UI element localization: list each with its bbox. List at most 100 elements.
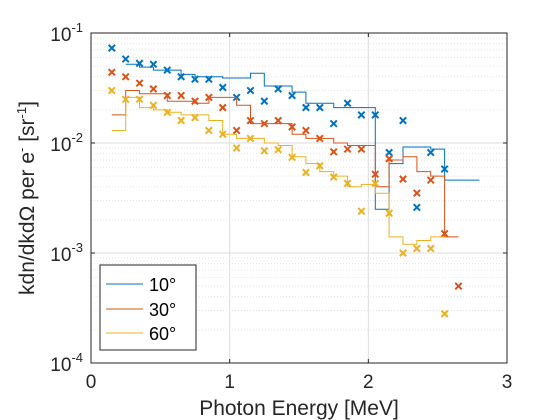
data-point-marker [329,173,338,181]
data-point-marker [357,145,366,154]
data-point-marker [218,103,227,112]
data-point-marker [412,189,421,198]
data-point-marker [440,309,449,318]
y-tick-label: 10-4 [50,350,83,376]
data-point-marker [440,229,449,238]
data-point-marker [163,108,172,117]
x-tick-label: 0 [86,372,97,393]
data-point-marker [371,111,380,119]
data-point-marker [121,55,130,63]
legend-label: 60° [149,324,176,344]
legend-label: 10° [149,275,176,295]
series [107,44,480,212]
legend-item: 10° [106,275,176,295]
data-point-marker [218,130,227,139]
data-point-marker [385,154,394,163]
y-tick-label: 10-3 [50,240,83,266]
data-point-marker [149,101,158,110]
data-point-marker [385,209,394,218]
data-point-marker [135,59,144,68]
data-point-marker [204,75,213,84]
y-axis-label: kdn/dkdΩ per e- [sr-1] [14,101,39,295]
data-point-marker [121,95,130,104]
data-point-marker [440,165,449,173]
data-point-marker [288,123,296,131]
data-point-marker [204,126,213,135]
data-point-marker [329,119,338,128]
data-point-marker [315,161,324,170]
data-point-marker [274,85,283,93]
legend-label: 30° [149,300,176,320]
data-point-marker [260,119,269,128]
data-point-marker [454,282,463,291]
data-point-marker [343,99,352,108]
data-point-marker [163,91,172,100]
data-point-marker [107,68,116,77]
data-point-marker [232,126,241,135]
data-point-marker [149,60,158,69]
data-point-marker [399,249,407,257]
data-point-marker [191,113,199,122]
data-point-marker [426,176,435,185]
data-point-marker [121,72,130,81]
data-point-marker [163,66,172,75]
data-point-marker [288,153,296,162]
data-point-marker [288,91,296,100]
data-point-marker [357,111,366,119]
data-point-marker [302,168,310,177]
data-point-marker [177,72,186,81]
data-point-marker [177,91,186,100]
series-step-line [125,63,480,210]
data-point-marker [371,179,380,188]
legend-item: 30° [106,300,176,320]
data-point-marker [412,203,421,212]
y-tick-label: 10-1 [50,20,83,46]
axis-ticks: 0 1 2 3 10-1 10-2 10-3 10-4 [50,20,512,393]
data-point-marker [315,134,324,143]
data-point-marker [274,116,283,125]
data-point-marker [371,170,380,179]
data-point-marker [426,148,435,157]
y-tick-label: 10-2 [50,130,83,156]
data-point-marker [246,134,255,143]
legend: 10° 30° 60° [99,264,197,351]
data-point-marker [135,79,144,88]
series [107,86,449,318]
legend-item: 60° [106,324,176,344]
data-point-marker [274,145,283,154]
data-point-marker [399,175,407,183]
data-point-marker [343,179,352,188]
data-point-marker [426,244,435,253]
series-step-line [111,90,459,238]
data-point-marker [246,116,255,125]
data-point-marker [399,116,407,125]
data-point-marker [315,103,324,112]
data-point-marker [412,244,421,253]
data-point-marker [191,97,199,106]
x-tick-label: 3 [502,372,513,393]
data-point-marker [107,86,116,95]
data-point-marker [149,85,158,93]
data-point-marker [343,145,352,154]
data-point-marker [385,148,394,157]
data-point-marker [302,126,310,135]
data-point-marker [260,97,269,106]
data-point-marker [329,147,338,156]
data-point-marker [191,75,199,84]
data-point-marker [218,83,227,92]
x-tick-label: 2 [363,372,374,393]
series-layer [107,44,480,318]
data-point-marker [260,146,269,155]
data-point-marker [107,44,116,52]
plot-frame [90,32,508,364]
data-point-marker [357,207,366,216]
series [107,68,463,291]
legend-box [99,264,197,351]
data-point-marker [232,144,241,152]
data-point-marker [204,93,213,102]
data-point-marker [302,103,310,112]
data-point-marker [177,116,186,125]
data-point-marker [246,86,255,95]
x-tick-label: 1 [224,372,235,393]
